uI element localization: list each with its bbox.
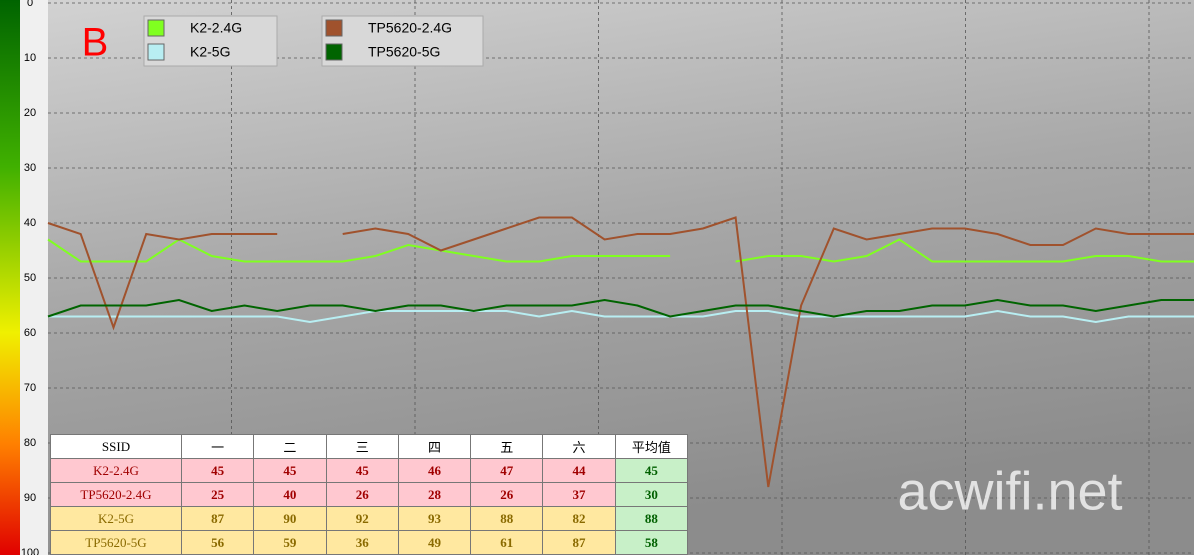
table-cell: 四 [397,434,472,459]
table-cell: 88 [614,506,689,531]
y-tick-label: 90 [24,492,36,504]
table-cell: 87 [542,530,616,555]
table-cell: 36 [325,530,399,555]
chart-label: B [82,21,109,65]
table-cell: 45 [614,458,689,483]
table-cell: 37 [542,482,616,507]
y-tick-label: 0 [27,0,33,9]
y-tick-label: 60 [24,327,36,339]
table-cell: 26 [325,482,399,507]
table-cell: 45 [253,458,327,483]
y-tick-label: 10 [24,52,36,64]
table-cell: 61 [470,530,544,555]
table-cell: 平均值 [614,434,689,459]
table-cell: K2-2.4G [50,458,182,483]
table-cell: 92 [325,506,399,531]
y-tick-label: 40 [24,217,36,229]
table-cell: 45 [325,458,399,483]
y-tick-label: 50 [24,272,36,284]
table-cell: 28 [397,482,472,507]
table-cell: 五 [470,434,544,459]
table-cell: 25 [180,482,255,507]
table-cell: 59 [253,530,327,555]
table-cell: TP5620-2.4G [50,482,182,507]
table-cell: 二 [253,434,327,459]
watermark: acwifi.net [897,461,1122,521]
table-cell: 93 [397,506,472,531]
table-cell: 56 [180,530,255,555]
table-cell: 44 [542,458,616,483]
table-cell: 58 [614,530,689,555]
series-line [47,238,671,263]
table-cell: 88 [470,506,544,531]
series-line [47,222,278,331]
legend-label: K2-5G [190,44,230,60]
table-cell: 90 [253,506,327,531]
table-row: K2-5G 87 90 92 93 88 82 88 [50,506,689,531]
y-tick-label: 30 [24,162,36,174]
series-line [48,309,1194,324]
color-scale [0,0,20,555]
data-table: SSID 一二三四五六平均值 K2-2.4G 45 45 45 46 47 44 45 TP5620… [50,434,689,555]
legend-swatch [147,19,165,37]
series-line [735,238,1194,263]
table-cell: 87 [180,506,255,531]
legend-swatch [325,43,343,61]
table-cell: TP5620-5G [50,530,182,555]
table-cell: 40 [253,482,327,507]
legend-label: K2-2.4G [190,20,242,36]
table-cell: SSID [50,434,182,459]
legend-swatch [147,43,165,61]
table-row: TP5620-2.4G 25 40 26 28 26 37 30 [50,482,689,507]
legend-label: TP5620-2.4G [368,20,452,36]
legend-label: TP5620-5G [368,44,440,60]
table-cell: 45 [180,458,255,483]
table-cell: 49 [397,530,472,555]
legend-box [321,15,484,67]
legend-box [143,15,278,67]
table-cell: 47 [470,458,544,483]
y-tick-label: 100 [21,547,39,555]
table-row: TP5620-5G 56 59 36 49 61 87 58 [50,530,689,555]
table-cell: 82 [542,506,616,531]
legend-swatch [325,19,343,37]
y-tick-label: 80 [24,437,36,449]
table-cell: 三 [325,434,399,459]
series-line [342,216,1194,488]
table-cell: 46 [397,458,472,483]
table-cell: 30 [614,482,689,507]
y-tick-label: 20 [24,107,36,119]
table-cell: 26 [470,482,544,507]
table-row: SSID 一二三四五六平均值 [50,434,689,459]
table-cell: 一 [180,434,255,459]
series-line [47,298,1194,318]
table-cell: 六 [542,434,616,459]
y-tick-label: 70 [24,382,36,394]
table-cell: K2-5G [50,506,182,531]
table-row: K2-2.4G 45 45 45 46 47 44 45 [50,458,689,483]
